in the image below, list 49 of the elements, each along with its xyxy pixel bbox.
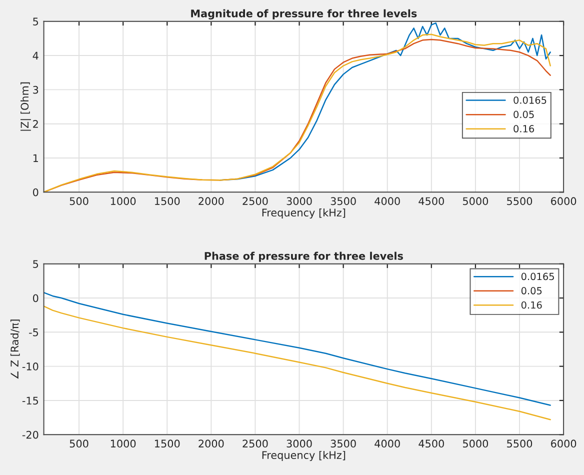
y-tick-label: 4 — [32, 52, 38, 60]
x-tick-label: 1500 — [155, 197, 180, 206]
legend-label: 0.16 — [514, 125, 534, 132]
x-tick-label: 1500 — [155, 440, 180, 448]
x-tick-label: 1000 — [110, 197, 136, 206]
x-tick-label: 3000 — [286, 197, 312, 206]
x-tick-label: 3500 — [330, 197, 356, 206]
x-tick-label: 5000 — [463, 197, 488, 206]
y-axis-title: ∠ Z [Rad/π] — [10, 320, 20, 379]
x-tick-label: 3500 — [330, 440, 356, 448]
y-tick-label: 1 — [33, 154, 38, 162]
x-tick-label: 6000 — [551, 440, 576, 448]
x-tick-label: 2000 — [198, 197, 224, 206]
y-tick-label: 0 — [33, 188, 38, 196]
legend-label: 0.0165 — [521, 272, 554, 280]
x-tick-label: 4000 — [374, 197, 400, 206]
y-tick-label: 5 — [33, 18, 38, 26]
x-tick-label: 4500 — [418, 440, 444, 448]
y-tick-label: -5 — [29, 328, 38, 336]
x-tick-label: 5500 — [507, 440, 532, 448]
chart-title: Phase of pressure for three levels — [204, 252, 403, 262]
x-axis-title: Frequency [kHz] — [262, 208, 346, 219]
y-tick-label: -15 — [22, 396, 38, 405]
x-tick-label: 2500 — [242, 440, 268, 448]
y-axis-title: |Z| [Ohm] — [20, 82, 31, 131]
y-tick-label: -20 — [22, 430, 38, 439]
x-tick-label: 1000 — [110, 440, 136, 448]
legend-label: 0.05 — [514, 110, 534, 118]
y-tick-label: 5 — [33, 260, 38, 268]
y-tick-label: -10 — [22, 362, 38, 370]
y-tick-label: 3 — [33, 86, 38, 94]
legend-label: 0.0165 — [514, 96, 546, 104]
x-tick-label: 3000 — [286, 440, 312, 448]
x-tick-label: 500 — [70, 197, 88, 206]
x-tick-label: 5500 — [507, 197, 532, 206]
chart-title: Magnitude of pressure for three levels — [191, 9, 417, 20]
x-tick-label: 5000 — [463, 440, 488, 448]
x-tick-label: 4000 — [374, 440, 400, 448]
y-tick-label: 0 — [33, 294, 38, 302]
line-series — [219, 22, 551, 181]
y-tick-label: 2 — [33, 120, 38, 128]
x-tick-label: 500 — [70, 440, 88, 448]
x-tick-label: 4500 — [418, 197, 444, 206]
x-tick-label: 6000 — [551, 197, 576, 206]
x-tick-label: 2000 — [198, 440, 224, 448]
legend-label: 0.16 — [521, 301, 542, 309]
legend-label: 0.05 — [521, 287, 542, 294]
x-axis-title: Frequency [kHz] — [262, 450, 346, 462]
x-tick-label: 2500 — [242, 197, 268, 206]
